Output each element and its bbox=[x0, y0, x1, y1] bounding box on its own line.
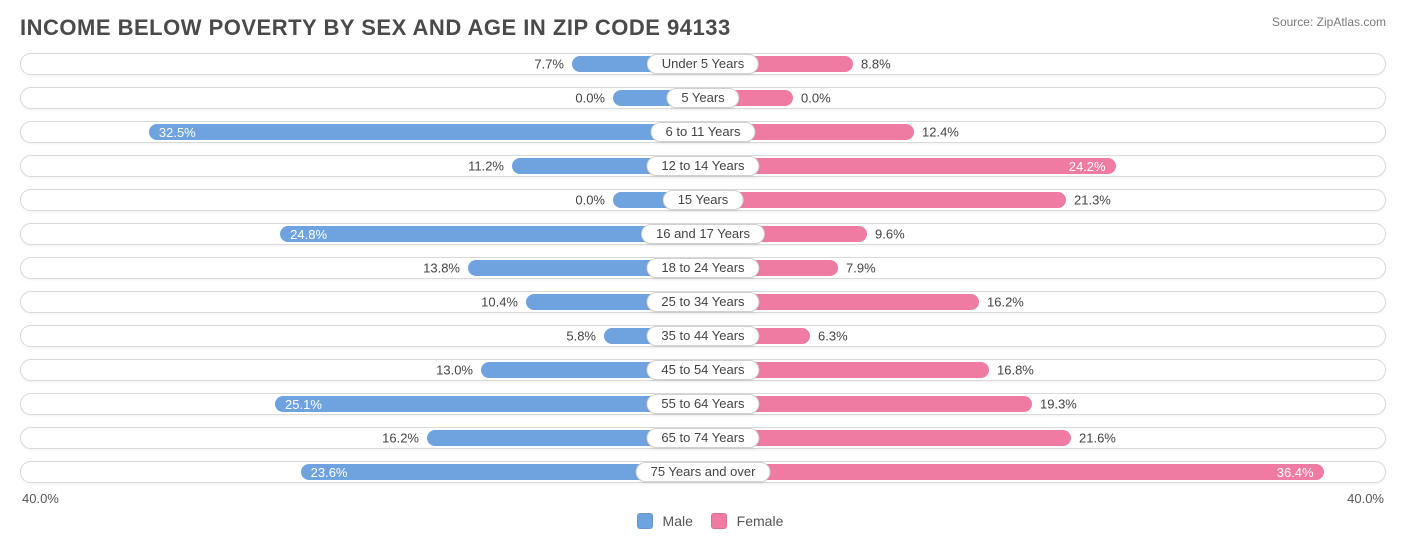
legend-swatch-male bbox=[637, 513, 653, 529]
bar-value-female: 36.4% bbox=[1267, 465, 1324, 480]
bar-male: 24.8% bbox=[280, 226, 703, 242]
bar-value-female: 21.3% bbox=[1074, 193, 1111, 208]
bar-value-female: 16.2% bbox=[987, 295, 1024, 310]
bar-value-male: 11.2% bbox=[468, 159, 504, 174]
bar-female: 36.4% bbox=[703, 464, 1324, 480]
category-label: 15 Years bbox=[663, 190, 744, 210]
legend-swatch-female bbox=[711, 513, 727, 529]
category-label: 25 to 34 Years bbox=[646, 292, 759, 312]
pyramid-chart: 7.7% 8.8% Under 5 Years 0.0% 0.0% 5 Years 32.5… bbox=[20, 53, 1386, 483]
chart-row: 7.7% 8.8% Under 5 Years bbox=[20, 53, 1386, 75]
legend: Male Female bbox=[20, 513, 1386, 529]
bar-value-male: 25.1% bbox=[275, 397, 332, 412]
chart-row: 16.2% 21.6% 65 to 74 Years bbox=[20, 427, 1386, 449]
bar-female bbox=[703, 192, 1066, 208]
bar-value-male: 23.6% bbox=[301, 465, 358, 480]
chart-row: 13.0% 16.8% 45 to 54 Years bbox=[20, 359, 1386, 381]
bar-value-female: 0.0% bbox=[801, 91, 831, 106]
bar-value-female: 6.3% bbox=[818, 329, 848, 344]
bar-value-male: 32.5% bbox=[149, 125, 206, 140]
category-label: 45 to 54 Years bbox=[646, 360, 759, 380]
x-axis: 40.0% 40.0% bbox=[20, 491, 1386, 511]
bar-value-male: 13.8% bbox=[423, 261, 460, 276]
axis-tick-right: 40.0% bbox=[1347, 491, 1384, 506]
category-label: 65 to 74 Years bbox=[646, 428, 759, 448]
chart-row: 13.8% 7.9% 18 to 24 Years bbox=[20, 257, 1386, 279]
bar-value-female: 8.8% bbox=[861, 57, 891, 72]
bar-value-female: 7.9% bbox=[846, 261, 876, 276]
category-label: 6 to 11 Years bbox=[651, 122, 756, 142]
category-label: 55 to 64 Years bbox=[646, 394, 759, 414]
bar-male: 25.1% bbox=[275, 396, 703, 412]
bar-value-female: 9.6% bbox=[875, 227, 905, 242]
category-label: 16 and 17 Years bbox=[641, 224, 765, 244]
bar-value-male: 16.2% bbox=[382, 431, 419, 446]
bar-value-female: 24.2% bbox=[1059, 159, 1116, 174]
bar-value-male: 0.0% bbox=[575, 193, 605, 208]
bar-value-female: 12.4% bbox=[922, 125, 959, 140]
chart-row: 10.4% 16.2% 25 to 34 Years bbox=[20, 291, 1386, 313]
category-label: 75 Years and over bbox=[636, 462, 771, 482]
bar-value-female: 16.8% bbox=[997, 363, 1034, 378]
legend-label-male: Male bbox=[663, 513, 693, 529]
category-label: 18 to 24 Years bbox=[646, 258, 759, 278]
chart-row: 25.1% 19.3% 55 to 64 Years bbox=[20, 393, 1386, 415]
chart-row: 5.8% 6.3% 35 to 44 Years bbox=[20, 325, 1386, 347]
bar-value-male: 0.0% bbox=[575, 91, 605, 106]
bar-value-male: 5.8% bbox=[566, 329, 596, 344]
chart-row: 32.5% 12.4% 6 to 11 Years bbox=[20, 121, 1386, 143]
chart-row: 23.6% 36.4% 75 Years and over bbox=[20, 461, 1386, 483]
axis-tick-left: 40.0% bbox=[22, 491, 59, 506]
bar-value-male: 13.0% bbox=[436, 363, 473, 378]
bar-male: 32.5% bbox=[149, 124, 703, 140]
category-label: 35 to 44 Years bbox=[646, 326, 759, 346]
bar-value-female: 19.3% bbox=[1040, 397, 1077, 412]
bar-value-female: 21.6% bbox=[1079, 431, 1116, 446]
bar-value-male: 10.4% bbox=[481, 295, 518, 310]
bar-value-male: 24.8% bbox=[280, 227, 337, 242]
chart-row: 11.2% 24.2% 12 to 14 Years bbox=[20, 155, 1386, 177]
chart-title: INCOME BELOW POVERTY BY SEX AND AGE IN Z… bbox=[20, 15, 731, 41]
chart-row: 0.0% 21.3% 15 Years bbox=[20, 189, 1386, 211]
source-attribution: Source: ZipAtlas.com bbox=[1272, 15, 1386, 29]
chart-row: 24.8% 9.6% 16 and 17 Years bbox=[20, 223, 1386, 245]
bar-female: 24.2% bbox=[703, 158, 1116, 174]
category-label: 5 Years bbox=[666, 88, 739, 108]
legend-label-female: Female bbox=[737, 513, 784, 529]
chart-row: 0.0% 0.0% 5 Years bbox=[20, 87, 1386, 109]
category-label: 12 to 14 Years bbox=[646, 156, 759, 176]
bar-value-male: 7.7% bbox=[534, 57, 564, 72]
category-label: Under 5 Years bbox=[647, 54, 759, 74]
